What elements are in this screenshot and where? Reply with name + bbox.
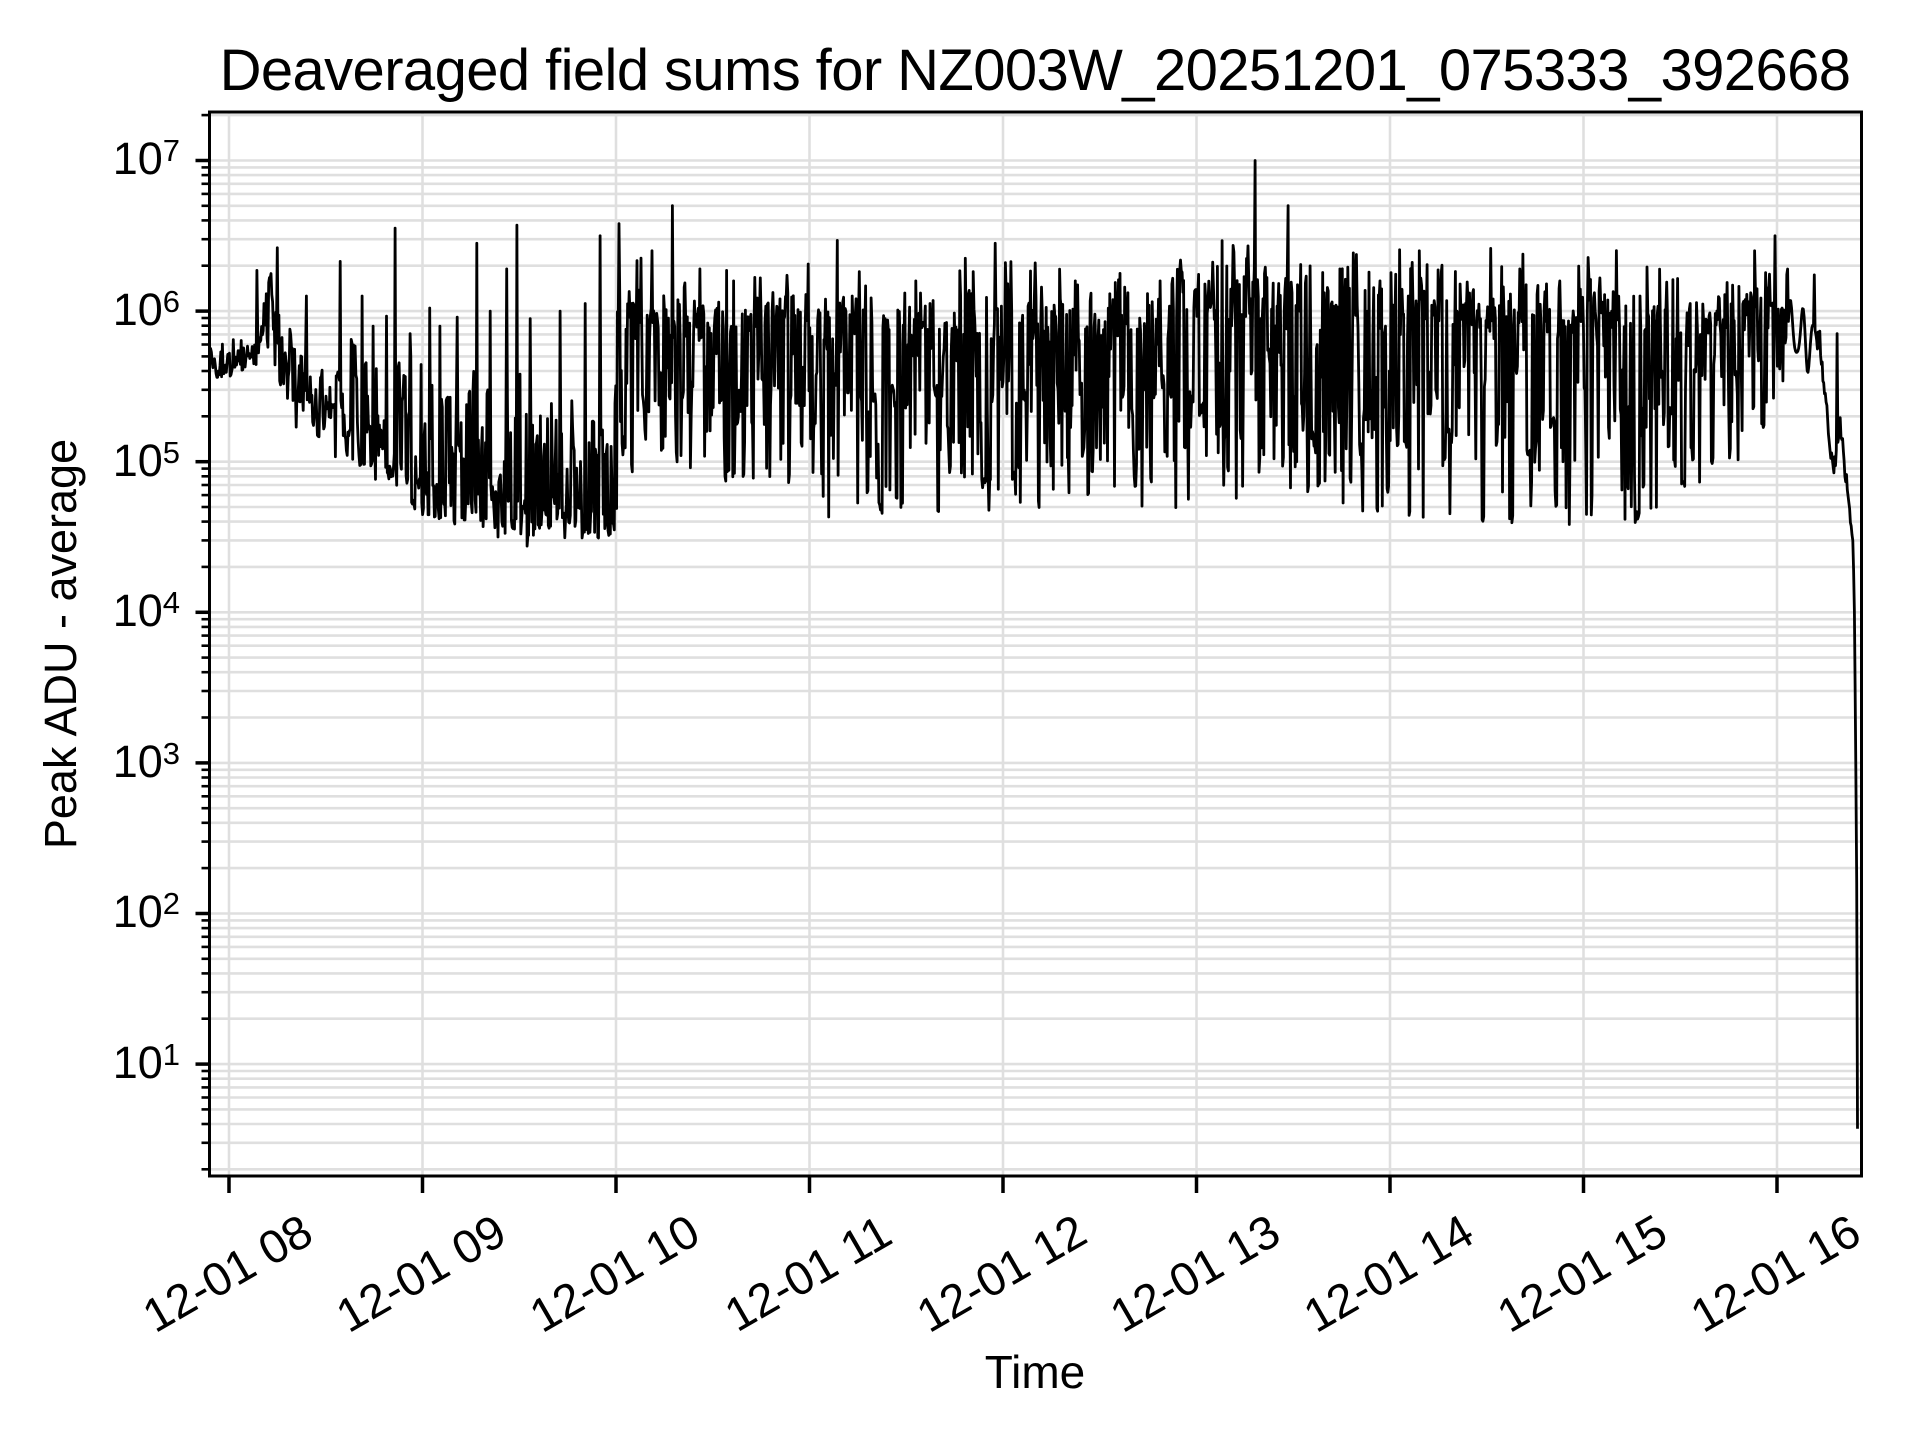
svg-text:107: 107 <box>113 133 180 184</box>
svg-text:Time: Time <box>985 1346 1086 1398</box>
svg-text:Deaveraged field sums for NZ00: Deaveraged field sums for NZ003W_2025120… <box>220 38 1851 103</box>
svg-text:Peak ADU - average: Peak ADU - average <box>35 439 86 849</box>
svg-text:105: 105 <box>113 435 180 486</box>
